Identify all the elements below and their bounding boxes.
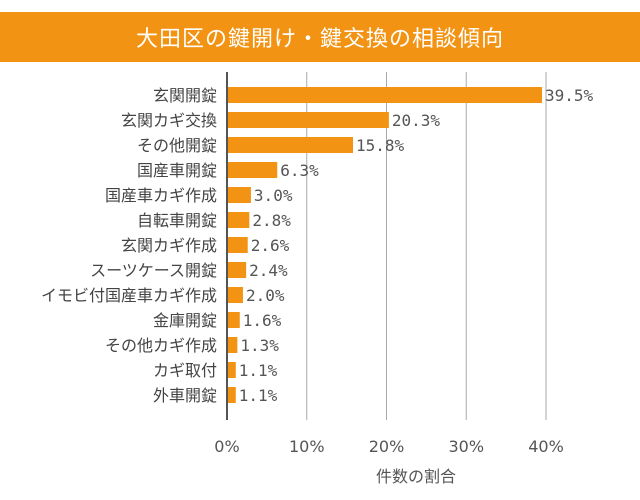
bar	[227, 362, 236, 378]
value-label: 1.1%	[239, 361, 278, 380]
bar	[227, 287, 243, 303]
value-label: 1.6%	[243, 311, 282, 330]
bar	[227, 387, 236, 403]
value-label: 6.3%	[280, 161, 319, 180]
bar	[227, 262, 247, 278]
value-label: 15.8%	[356, 136, 405, 155]
value-label: 2.0%	[246, 286, 285, 305]
category-label: 玄関カギ作成	[121, 236, 217, 255]
category-label: 玄関カギ交換	[121, 111, 217, 130]
category-label: 玄関開錠	[153, 86, 217, 105]
x-tick-label: 20%	[369, 437, 405, 456]
bar	[227, 87, 543, 103]
category-label: 外車開錠	[153, 386, 217, 405]
category-label: 金庫開錠	[153, 311, 217, 330]
value-label: 2.8%	[252, 211, 291, 230]
bar	[227, 187, 251, 203]
bar	[227, 112, 389, 128]
category-label: カギ取付	[153, 361, 217, 380]
value-label: 1.1%	[239, 386, 278, 405]
x-tick-label: 10%	[289, 437, 325, 456]
category-label: 国産車カギ作成	[105, 186, 217, 205]
category-label: スーツケース開錠	[90, 261, 217, 280]
chart-title: 大田区の鍵開け・鍵交換の相談傾向	[135, 27, 504, 52]
category-label: その他カギ作成	[105, 336, 217, 355]
x-tick-label: 40%	[528, 437, 564, 456]
x-tick-label: 30%	[448, 437, 484, 456]
bar	[227, 337, 238, 353]
value-label: 39.5%	[545, 86, 594, 105]
value-label: 1.3%	[240, 336, 279, 355]
chart-title-bar: 大田区の鍵開け・鍵交換の相談傾向	[0, 12, 640, 62]
value-label: 2.6%	[251, 236, 290, 255]
bar	[227, 312, 240, 328]
bar	[227, 162, 278, 178]
category-label: 国産車開錠	[137, 161, 217, 180]
category-label: 自転車開錠	[137, 211, 217, 230]
bar	[227, 237, 248, 253]
value-label: 3.0%	[254, 186, 293, 205]
x-axis-label: 件数の割合	[376, 467, 456, 486]
bar	[227, 212, 250, 228]
category-label: イモビ付国産車カギ作成	[41, 286, 217, 305]
value-label: 2.4%	[249, 261, 288, 280]
category-label: その他開錠	[137, 136, 217, 155]
x-tick-label: 0%	[214, 437, 239, 456]
value-label: 20.3%	[392, 111, 441, 130]
bar	[227, 137, 354, 153]
